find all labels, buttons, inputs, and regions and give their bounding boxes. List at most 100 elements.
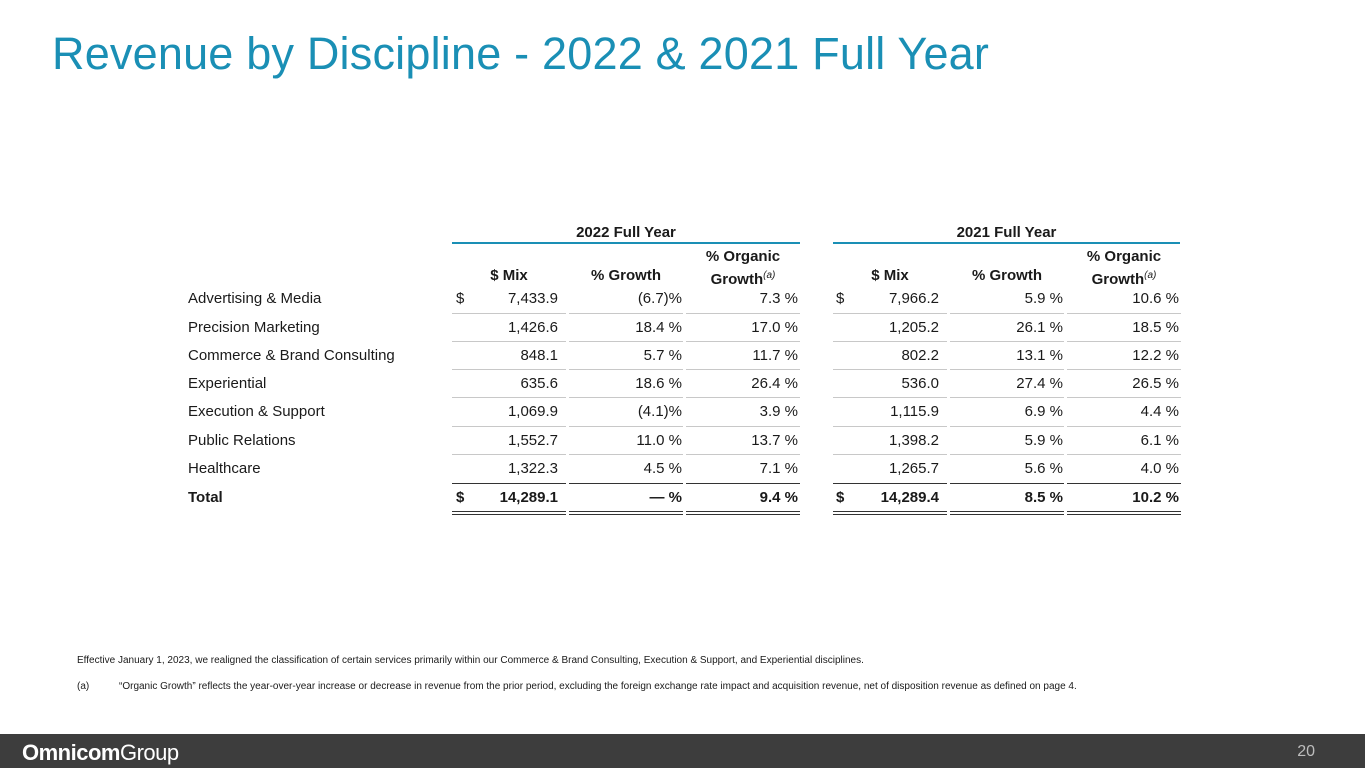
row-rule (452, 313, 566, 314)
col-header-organic-2021: % Organic Growth(a) (1067, 247, 1181, 289)
mix-2022: 1,552.7 (507, 432, 558, 449)
mix-2021: 7,966.2 (888, 290, 939, 307)
row-rule (569, 341, 683, 342)
row-label: Healthcare (188, 460, 261, 477)
growth-2022: 11.0 % (636, 432, 682, 449)
slide-title: Revenue by Discipline - 2022 & 2021 Full… (52, 28, 990, 79)
row-rule (686, 369, 800, 370)
table-row: Precision Marketing 1,426.6 18.4 % 17.0 … (0, 319, 1365, 347)
mix-2022: 1,322.3 (507, 460, 558, 477)
mix-2022: 848.1 (520, 347, 558, 364)
total-double-rule (686, 511, 800, 515)
row-label: Advertising & Media (188, 290, 322, 307)
row-rule (452, 454, 566, 455)
omnicom-group-logo: OmnicomGroup (22, 740, 179, 765)
growth-2021: 27.4 % (1016, 375, 1063, 392)
footer-bar: OmnicomGroup 20 (0, 734, 1365, 768)
footnote-marker: (a) (763, 270, 776, 281)
row-rule (686, 313, 800, 314)
growth-2021: 26.1 % (1016, 319, 1063, 336)
col-header-mix-2021: $ Mix (871, 267, 909, 284)
row-rule (833, 426, 947, 427)
table-row: Healthcare 1,322.3 4.5 % 7.1 % 1,265.7 5… (0, 460, 1365, 488)
row-rule (686, 341, 800, 342)
mix-2021: 802.2 (901, 347, 939, 364)
row-rule (950, 397, 1064, 398)
mix-2022: 1,069.9 (507, 403, 558, 420)
organic-2022: 11.7 % (752, 347, 798, 364)
row-rule (452, 369, 566, 370)
group-header-2022: 2022 Full Year (576, 224, 676, 241)
growth-2022: — % (649, 489, 682, 506)
row-rule (686, 454, 800, 455)
row-rule (569, 426, 683, 427)
dollar-sign-2022: $ (456, 489, 465, 506)
row-rule (950, 369, 1064, 370)
row-rule (950, 313, 1064, 314)
mix-2021: 1,115.9 (890, 403, 939, 420)
organic-2022: 7.1 % (759, 460, 798, 477)
organic-2022: 17.0 % (751, 319, 798, 336)
row-rule (1067, 313, 1181, 314)
growth-2022: 4.5 % (643, 460, 682, 477)
col-header-organic-2022: % Organic Growth(a) (686, 247, 800, 289)
total-top-rule (833, 483, 947, 484)
total-double-rule (569, 511, 683, 515)
row-rule (950, 454, 1064, 455)
group-rule-2022 (452, 242, 800, 244)
row-rule (833, 454, 947, 455)
table-row: Advertising & Media $ 7,433.9 (6.7)% 7.3… (0, 290, 1365, 318)
col-header-organic-line1: % Organic (1086, 248, 1162, 265)
organic-2021: 18.5 % (1132, 319, 1179, 336)
total-top-rule (950, 483, 1064, 484)
row-rule (452, 426, 566, 427)
growth-2022: 5.7 % (643, 347, 682, 364)
row-rule (833, 313, 947, 314)
dollar-sign-2021: $ (836, 489, 845, 506)
row-rule (833, 341, 947, 342)
row-label: Precision Marketing (188, 319, 320, 336)
total-double-rule (452, 511, 566, 515)
row-rule (1067, 397, 1181, 398)
table-row: Execution & Support 1,069.9 (4.1)% 3.9 %… (0, 403, 1365, 431)
footnote-a-mark: (a) (77, 681, 90, 692)
organic-2022: 9.4 % (759, 489, 798, 506)
row-rule (833, 397, 947, 398)
growth-2021: 5.6 % (1024, 460, 1063, 477)
realignment-note: Effective January 1, 2023, we realigned … (77, 655, 864, 666)
growth-2022: 18.4 % (635, 319, 682, 336)
row-rule (1067, 426, 1181, 427)
mix-2022: 14,289.1 (499, 489, 558, 506)
total-double-rule (1067, 511, 1181, 515)
total-top-rule (569, 483, 683, 484)
mix-2021: 14,289.4 (880, 489, 939, 506)
col-header-mix-2022: $ Mix (490, 267, 528, 284)
row-rule (686, 397, 800, 398)
row-rule (569, 397, 683, 398)
row-rule (569, 454, 683, 455)
growth-2021: 6.9 % (1024, 403, 1063, 420)
footnote-marker: (a) (1144, 270, 1157, 281)
row-label: Public Relations (188, 432, 296, 449)
organic-2022: 26.4 % (751, 375, 798, 392)
growth-2022: 18.6 % (635, 375, 682, 392)
mix-2022: 1,426.6 (507, 319, 558, 336)
row-rule (1067, 369, 1181, 370)
mix-2021: 1,205.2 (888, 319, 939, 336)
col-header-organic-line2: Growth(a) (710, 270, 776, 288)
row-label: Execution & Support (188, 403, 325, 420)
dollar-sign-2022: $ (456, 290, 465, 307)
organic-2021: 6.1 % (1140, 432, 1179, 449)
row-rule (569, 313, 683, 314)
row-rule (686, 426, 800, 427)
row-rule (1067, 454, 1181, 455)
growth-2021: 8.5 % (1024, 489, 1063, 506)
group-rule-2021 (833, 242, 1180, 244)
total-double-rule (950, 511, 1064, 515)
mix-2022: 635.6 (520, 375, 558, 392)
row-rule (833, 369, 947, 370)
growth-2022: (4.1)% (637, 403, 682, 420)
organic-2021: 26.5 % (1132, 375, 1179, 392)
total-top-rule (1067, 483, 1181, 484)
total-top-rule (686, 483, 800, 484)
